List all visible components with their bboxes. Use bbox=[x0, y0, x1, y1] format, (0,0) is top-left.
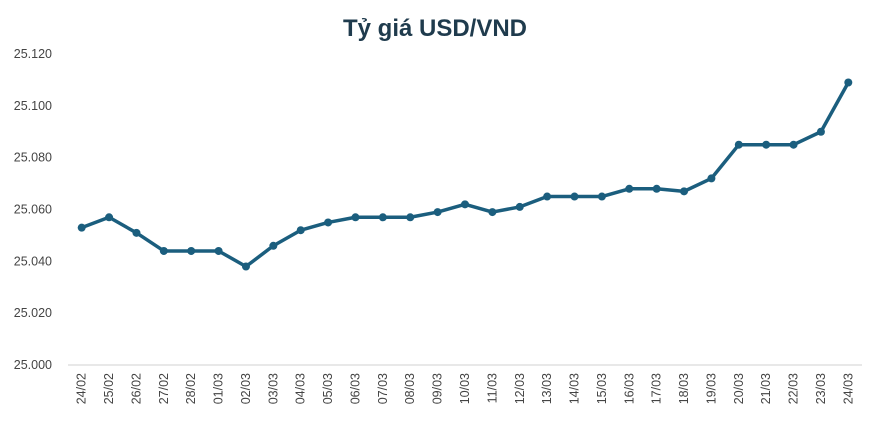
y-tick-label: 25.060 bbox=[14, 203, 52, 217]
data-point bbox=[187, 246, 196, 255]
x-tick-label: 12/03 bbox=[513, 373, 527, 404]
data-point bbox=[241, 262, 250, 271]
data-point bbox=[269, 241, 278, 250]
x-tick-label: 06/03 bbox=[348, 373, 362, 404]
data-point bbox=[406, 213, 415, 222]
x-tick-label: 10/03 bbox=[458, 373, 472, 404]
x-tick-label: 21/03 bbox=[759, 373, 773, 404]
x-tick-label: 22/03 bbox=[787, 373, 801, 404]
data-point bbox=[433, 208, 442, 217]
data-point bbox=[625, 184, 634, 193]
data-point bbox=[762, 140, 771, 149]
data-point bbox=[461, 200, 469, 209]
x-tick-label: 27/02 bbox=[157, 373, 171, 404]
y-tick-label: 25.080 bbox=[14, 151, 52, 165]
data-point bbox=[597, 192, 606, 201]
x-tick-label: 25/02 bbox=[102, 373, 116, 404]
data-point bbox=[789, 140, 798, 149]
x-tick-label: 07/03 bbox=[376, 373, 390, 404]
data-point bbox=[734, 140, 743, 149]
data-point bbox=[132, 228, 141, 237]
series-layer bbox=[77, 78, 853, 271]
data-point bbox=[707, 174, 716, 183]
data-point bbox=[378, 213, 387, 222]
data-point bbox=[652, 184, 661, 193]
data-point bbox=[680, 187, 689, 196]
data-point bbox=[324, 218, 333, 227]
chart-title: Tỷ giá USD/VND bbox=[343, 15, 527, 42]
y-tick-label: 25.120 bbox=[14, 47, 52, 61]
x-tick-label: 09/03 bbox=[431, 373, 445, 404]
y-tick-label: 25.100 bbox=[14, 99, 52, 113]
data-point bbox=[570, 192, 579, 201]
x-tick-label: 04/03 bbox=[294, 373, 308, 404]
data-point bbox=[351, 213, 360, 222]
x-tick-label: 13/03 bbox=[540, 373, 554, 404]
data-point bbox=[77, 223, 86, 232]
x-tick-label: 11/03 bbox=[485, 373, 499, 403]
x-tick-label: 05/03 bbox=[321, 373, 335, 404]
x-tick-label: 14/03 bbox=[568, 373, 582, 404]
x-tick-label: 08/03 bbox=[403, 373, 417, 404]
data-point bbox=[816, 127, 825, 136]
x-tick-label: 02/03 bbox=[239, 373, 253, 404]
axes: 25.000 25.020 25.040 25.060 25.080 25.100 25.1… bbox=[14, 47, 862, 404]
x-tick-label: 17/03 bbox=[650, 373, 664, 404]
series-line bbox=[79, 80, 851, 269]
y-tick-label: 25.000 bbox=[14, 358, 52, 372]
x-tick-label: 28/02 bbox=[184, 373, 198, 404]
data-point bbox=[296, 226, 305, 235]
x-tick-label: 03/03 bbox=[266, 373, 280, 404]
y-tick-label: 25.020 bbox=[14, 306, 52, 320]
data-point bbox=[159, 246, 168, 255]
x-tick-label: 24/02 bbox=[75, 373, 89, 404]
data-point bbox=[488, 208, 497, 217]
x-tick-label: 20/03 bbox=[732, 373, 746, 404]
y-tick-label: 25.040 bbox=[14, 254, 52, 268]
data-point bbox=[543, 192, 552, 201]
x-tick-label: 19/03 bbox=[704, 373, 718, 404]
data-point bbox=[844, 78, 853, 87]
x-tick-label: 24/03 bbox=[841, 373, 855, 404]
data-point bbox=[214, 246, 223, 255]
x-tick-label: 23/03 bbox=[814, 373, 828, 404]
x-tick-label: 01/03 bbox=[212, 373, 226, 404]
x-tick-label: 16/03 bbox=[622, 373, 636, 404]
data-point bbox=[515, 202, 524, 211]
x-tick-label: 26/02 bbox=[129, 373, 143, 404]
x-tick-label: 15/03 bbox=[595, 373, 609, 404]
x-tick-label: 18/03 bbox=[677, 373, 691, 404]
data-point bbox=[105, 213, 114, 222]
